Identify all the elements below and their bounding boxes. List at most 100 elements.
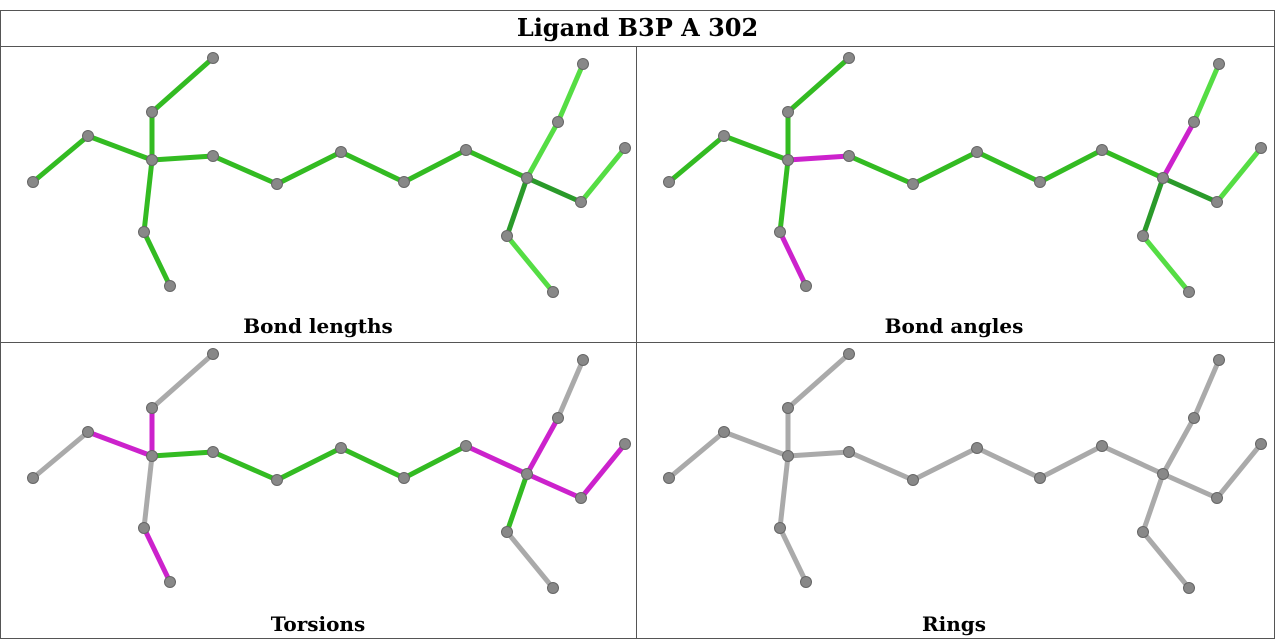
atom-13 xyxy=(774,226,786,238)
bond-12 xyxy=(1160,415,1197,477)
bond-11 xyxy=(463,147,530,181)
bond-1 xyxy=(85,429,155,459)
molecule-bond-lengths xyxy=(27,52,631,298)
atom-9 xyxy=(1211,196,1223,208)
atom-4 xyxy=(271,474,283,486)
atom-3 xyxy=(207,150,219,162)
caption-bond-angles: Bond angles xyxy=(884,314,1024,338)
atom-10 xyxy=(619,438,631,450)
bond-10 xyxy=(401,147,469,185)
atom-15 xyxy=(1188,116,1200,128)
atom-10 xyxy=(1255,142,1267,154)
atom-6 xyxy=(398,472,410,484)
atom-10 xyxy=(619,142,631,154)
bond-15 xyxy=(504,529,556,591)
atom-18 xyxy=(547,286,559,298)
bond-11 xyxy=(463,443,530,477)
bond-11 xyxy=(1099,147,1166,181)
atom-7 xyxy=(1096,144,1108,156)
bond-4 xyxy=(141,157,155,235)
bond-9 xyxy=(974,149,1043,185)
bond-16 xyxy=(524,175,584,205)
bond-8 xyxy=(274,445,344,483)
atom-2 xyxy=(782,154,794,166)
atom-6 xyxy=(1034,176,1046,188)
bond-1 xyxy=(721,429,791,459)
bond-3 xyxy=(785,55,852,115)
atom-17 xyxy=(501,230,513,242)
bond-15 xyxy=(1140,529,1192,591)
bond-3 xyxy=(785,351,852,411)
bond-15 xyxy=(1140,233,1192,295)
atom-15 xyxy=(552,412,564,424)
bond-6 xyxy=(149,153,216,163)
bond-0 xyxy=(666,429,727,481)
bond-8 xyxy=(274,149,344,187)
bond-10 xyxy=(1037,443,1105,481)
atom-2 xyxy=(146,450,158,462)
bond-16 xyxy=(524,471,584,501)
atom-9 xyxy=(575,492,587,504)
bond-10 xyxy=(1037,147,1105,185)
atom-2 xyxy=(782,450,794,462)
bond-7 xyxy=(210,449,280,483)
bond-3 xyxy=(149,55,216,115)
atom-9 xyxy=(575,196,587,208)
atom-1 xyxy=(82,426,94,438)
bond-6 xyxy=(785,449,852,459)
molecule-rings xyxy=(663,348,1267,594)
atom-1 xyxy=(718,130,730,142)
atom-6 xyxy=(398,176,410,188)
bond-6 xyxy=(149,449,216,459)
atom-15 xyxy=(1188,412,1200,424)
molecule-torsions xyxy=(27,348,631,594)
atom-18 xyxy=(1183,286,1195,298)
atom-10 xyxy=(1255,438,1267,450)
atom-13 xyxy=(774,522,786,534)
atom-12 xyxy=(207,52,219,64)
atom-16 xyxy=(577,58,589,70)
atom-0 xyxy=(663,472,675,484)
atom-11 xyxy=(782,402,794,414)
atom-7 xyxy=(460,440,472,452)
atom-8 xyxy=(1157,468,1169,480)
caption-bond-lengths: Bond lengths xyxy=(243,314,393,338)
atom-0 xyxy=(27,472,39,484)
atom-6 xyxy=(1034,472,1046,484)
molecule-bond-angles xyxy=(663,52,1267,298)
figure-title: Ligand B3P A 302 xyxy=(516,13,759,42)
atom-7 xyxy=(1096,440,1108,452)
bond-12 xyxy=(524,119,561,181)
atom-13 xyxy=(138,226,150,238)
bond-16 xyxy=(1160,175,1220,205)
atom-5 xyxy=(971,442,983,454)
atom-14 xyxy=(800,576,812,588)
bond-4 xyxy=(141,453,155,531)
atom-9 xyxy=(1211,492,1223,504)
bond-13 xyxy=(555,61,586,125)
atom-16 xyxy=(577,354,589,366)
bond-10 xyxy=(401,443,469,481)
atom-14 xyxy=(164,576,176,588)
atom-14 xyxy=(800,280,812,292)
bond-4 xyxy=(777,453,791,531)
bond-9 xyxy=(338,445,407,481)
atom-3 xyxy=(843,446,855,458)
atom-16 xyxy=(1213,354,1225,366)
atom-17 xyxy=(1137,526,1149,538)
atom-4 xyxy=(271,178,283,190)
bond-13 xyxy=(1191,61,1222,125)
bond-8 xyxy=(910,445,980,483)
bond-6 xyxy=(785,153,852,163)
atom-11 xyxy=(146,106,158,118)
caption-torsions: Torsions xyxy=(270,612,366,636)
atom-2 xyxy=(146,154,158,166)
bond-12 xyxy=(1160,119,1197,181)
atom-5 xyxy=(971,146,983,158)
bond-3 xyxy=(149,351,216,411)
bond-14 xyxy=(1140,175,1166,239)
atom-14 xyxy=(164,280,176,292)
atom-12 xyxy=(843,52,855,64)
atom-17 xyxy=(1137,230,1149,242)
